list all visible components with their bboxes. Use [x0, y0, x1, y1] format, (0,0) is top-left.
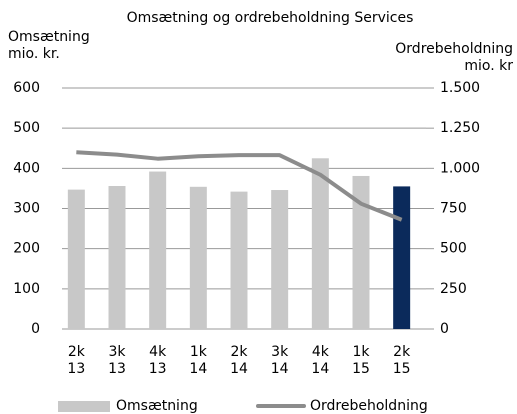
y2-tick-label: 500 — [440, 241, 467, 257]
bar — [230, 191, 248, 329]
x-tick-label: 4k — [149, 344, 167, 360]
bar — [393, 186, 411, 329]
x-tick-label: 14 — [271, 361, 289, 377]
x-tick-label: 1k — [190, 344, 208, 360]
y-tick-label: 200 — [13, 241, 40, 257]
legend-label: Omsætning — [116, 398, 198, 414]
y-axis-title: Omsætning — [8, 29, 90, 45]
bar — [352, 175, 370, 329]
x-tick-label: 13 — [67, 361, 85, 377]
y-axis-title: mio. kr. — [8, 46, 60, 62]
x-tick-label: 15 — [393, 361, 411, 377]
y2-axis-title: mio. kr — [464, 58, 513, 74]
x-tick-label: 3k — [271, 344, 289, 360]
y-tick-label: 100 — [13, 281, 40, 297]
bar — [271, 190, 289, 329]
bar — [67, 189, 85, 329]
x-tick-label: 2k — [230, 344, 248, 360]
x-tick-label: 2k — [68, 344, 86, 360]
bar — [311, 158, 329, 329]
x-tick-label: 3k — [108, 344, 126, 360]
y2-tick-label: 750 — [440, 201, 467, 217]
chart-title: Omsætning og ordrebeholdning Services — [127, 10, 414, 26]
x-tick-label: 2k — [393, 344, 411, 360]
y2-tick-label: 1.250 — [440, 120, 480, 136]
y2-tick-label: 1.000 — [440, 160, 480, 176]
x-tick-label: 4k — [312, 344, 330, 360]
bar — [149, 171, 167, 329]
x-tick-label: 15 — [352, 361, 370, 377]
bar — [189, 186, 207, 329]
y2-tick-label: 0 — [440, 321, 449, 337]
y-tick-label: 500 — [13, 120, 40, 136]
bar — [108, 186, 126, 329]
y2-tick-label: 1.500 — [440, 80, 480, 96]
x-tick-label: 13 — [108, 361, 126, 377]
legend-label: Ordrebeholdning — [310, 398, 428, 414]
x-tick-label: 13 — [149, 361, 167, 377]
y-tick-label: 0 — [31, 321, 40, 337]
y-tick-label: 600 — [13, 80, 40, 96]
y-tick-label: 300 — [13, 201, 40, 217]
x-tick-label: 1k — [352, 344, 370, 360]
x-tick-label: 14 — [189, 361, 207, 377]
y2-axis-title: Ordrebeholdning — [395, 41, 513, 57]
legend-swatch — [58, 401, 110, 412]
line — [76, 150, 403, 222]
x-tick-label: 14 — [230, 361, 248, 377]
y-tick-label: 400 — [13, 160, 40, 176]
x-tick-label: 14 — [311, 361, 329, 377]
y2-tick-label: 250 — [440, 281, 467, 297]
